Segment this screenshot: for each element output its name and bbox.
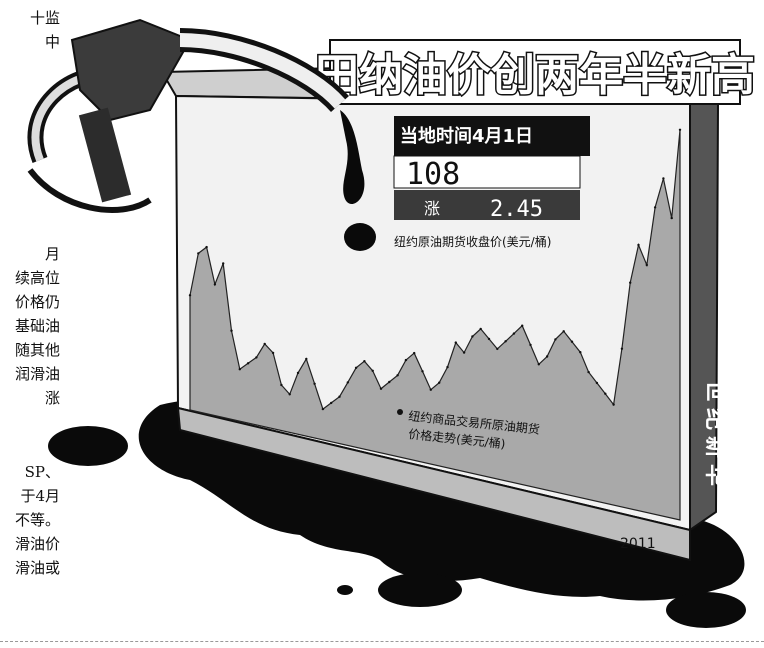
data-point [612,403,615,406]
data-point [313,382,316,385]
data-point [579,351,582,354]
data-point [379,387,383,390]
fuel-nozzle-icon [27,18,349,213]
data-point [454,341,457,344]
data-point [637,243,640,247]
info-box-price: 108 [406,157,460,192]
data-point [230,329,233,332]
data-point [205,245,208,249]
data-point [545,355,549,358]
article-line: 于4月 [20,487,60,505]
year-label: 2011 [620,536,656,552]
article-line: 月 [44,245,60,263]
data-point [587,370,590,374]
article-line: 十监 [29,9,60,27]
article-line: 润滑油 [14,365,60,383]
data-point [330,401,333,405]
info-box-change-label: 涨 [424,199,440,218]
data-point [537,363,540,366]
data-point [653,206,657,209]
article-text-top: 十监 中 [0,6,60,54]
price-chart [188,128,682,521]
data-point [255,356,258,359]
data-point [363,360,366,363]
data-point [288,393,291,396]
article-line: 价格仍 [14,293,60,311]
graphic-title: 田纳油价创两年半新高 [315,50,755,101]
data-point [246,362,250,365]
data-point [521,324,524,327]
data-point [222,262,225,265]
data-point [305,357,308,361]
data-point [421,370,424,373]
data-point [197,252,200,255]
info-box-heading: 当地时间4月1日 [400,125,533,147]
article-text-bottom: SP、 于4月 不等。 滑油价 滑油或 [0,460,60,580]
data-point [562,330,565,333]
data-point [471,335,474,338]
data-point [678,128,682,131]
data-point [338,395,341,398]
data-point [529,343,532,347]
data-point [438,381,441,384]
side-label: 世纪新华 [702,380,728,492]
data-point [512,332,516,335]
data-point [504,340,507,343]
data-point [496,347,499,351]
data-point [263,342,266,346]
article-line: 续高位 [14,269,60,287]
info-box: 当地时间4月1日 108 涨 2.45 纽约原油期货收盘价(美元/桶) [393,116,590,249]
data-point [271,351,275,355]
data-point [570,340,574,343]
data-point [346,381,349,384]
data-point [446,365,449,369]
article-line: 中 [44,33,60,51]
title-banner: 田纳油价创两年半新高 [314,39,757,105]
data-point [280,383,283,387]
article-line: 滑油或 [14,559,60,577]
article-line: 涨 [44,389,60,407]
data-point [670,216,673,220]
data-point [354,366,358,369]
page-divider [0,641,764,642]
data-point [371,369,374,372]
data-point [595,381,599,385]
data-point [604,392,607,395]
data-point [429,388,432,391]
data-point [662,177,665,180]
data-point [213,283,217,286]
data-point [321,407,325,411]
data-point [388,380,391,384]
data-point [296,371,300,375]
data-point [404,358,408,362]
data-point [238,368,241,371]
data-point [396,374,399,377]
info-box-unit-note: 纽约原油期货收盘价(美元/桶) [394,234,551,249]
data-point [629,281,632,284]
article-text-middle: 月 续高位 价格仍 基础油 随其他 润滑油 涨 [0,242,60,410]
data-point [413,351,416,355]
oil-drop-icon [340,110,376,251]
article-line: 基础油 [14,317,60,335]
article-line: 滑油价 [14,535,60,553]
data-point [645,263,648,267]
article-line: 随其他 [14,341,60,359]
data-point [554,338,557,341]
data-point [620,347,624,350]
article-line: 不等。 [14,511,60,529]
data-point [479,327,482,331]
article-line: SP、 [24,463,60,481]
data-point [462,351,466,354]
data-point [188,294,192,297]
data-point [487,337,491,341]
info-box-change-value: 2.45 [490,197,543,222]
